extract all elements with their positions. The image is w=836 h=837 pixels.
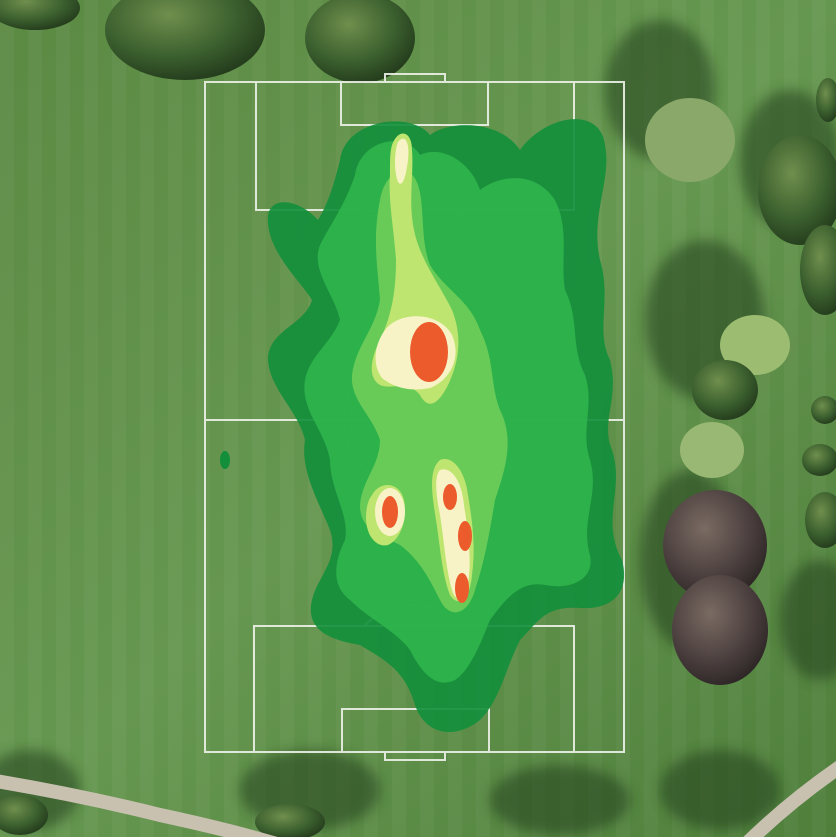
hotspot-right-3 (455, 573, 469, 603)
heat-band-peak (395, 138, 409, 184)
hotspot-midfield (410, 322, 448, 382)
hotspot-right-1 (443, 484, 457, 510)
hotspot-right-2 (458, 521, 472, 551)
goal-bottom (384, 751, 446, 761)
goal-top (384, 73, 446, 83)
heatmap-overlay (220, 119, 625, 732)
footpaths (0, 761, 836, 837)
heat-stray-blob (220, 451, 230, 469)
hotspot-left-low (382, 496, 398, 528)
